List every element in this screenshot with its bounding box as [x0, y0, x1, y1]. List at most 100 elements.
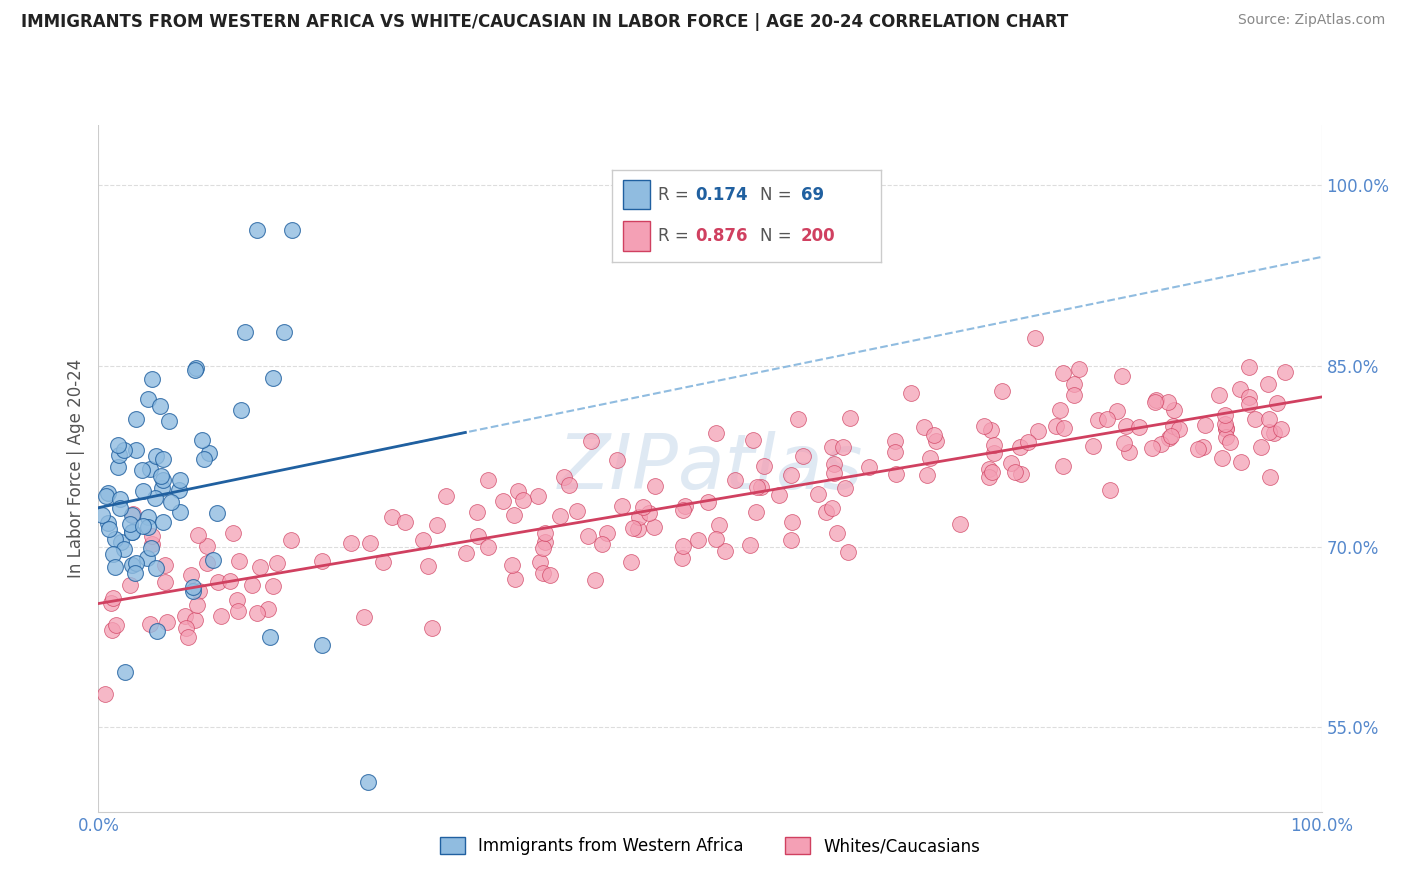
Point — [815, 505, 838, 519]
Point — [834, 481, 856, 495]
Point — [125, 556, 148, 570]
Point — [1243, 412, 1265, 426]
Point — [1211, 450, 1233, 465]
Point — [637, 506, 659, 520]
Point — [704, 426, 727, 441]
Point — [1208, 388, 1230, 402]
Point — [884, 445, 907, 459]
Point — [184, 361, 207, 376]
Point — [467, 529, 489, 543]
Point — [821, 500, 844, 515]
Point — [141, 529, 163, 543]
Point — [503, 572, 526, 586]
Point — [1118, 445, 1140, 459]
Point — [155, 574, 177, 589]
Point — [167, 483, 190, 497]
Point — [492, 493, 515, 508]
Point — [139, 462, 162, 476]
Point — [1087, 413, 1109, 427]
Point — [823, 457, 845, 471]
Point — [233, 325, 256, 339]
Point — [114, 665, 136, 679]
Point — [139, 541, 162, 555]
Point — [823, 466, 845, 480]
Point — [920, 450, 942, 465]
Point — [832, 440, 855, 454]
Point — [124, 566, 146, 580]
Point — [1191, 440, 1213, 454]
Point — [1258, 425, 1281, 439]
Point — [1000, 456, 1022, 470]
Text: 200: 200 — [800, 227, 835, 245]
Point — [1263, 426, 1285, 441]
Point — [1215, 421, 1237, 435]
Point — [991, 384, 1014, 398]
Point — [104, 560, 127, 574]
Point — [1161, 419, 1184, 434]
Point — [1024, 331, 1046, 345]
Point — [121, 524, 143, 539]
Point — [1128, 419, 1150, 434]
Point — [1215, 430, 1237, 444]
Point — [434, 490, 457, 504]
Point — [821, 440, 844, 454]
Point — [752, 459, 775, 474]
Point — [262, 370, 284, 384]
Point — [193, 452, 215, 467]
Point — [503, 508, 526, 522]
Point — [779, 533, 801, 548]
Point — [1063, 377, 1085, 392]
Point — [1187, 442, 1209, 456]
Point — [93, 687, 115, 701]
Point — [273, 325, 295, 339]
Text: N =: N = — [761, 186, 792, 203]
Bar — [623, 179, 650, 210]
Point — [1250, 440, 1272, 454]
Point — [512, 493, 534, 508]
Point — [121, 508, 143, 522]
Point — [416, 559, 439, 574]
Point — [141, 537, 163, 551]
Point — [780, 468, 803, 483]
Point — [121, 525, 143, 540]
Point — [280, 223, 302, 237]
Point — [188, 584, 211, 599]
Point — [373, 555, 395, 569]
Point — [1219, 435, 1241, 450]
Point — [118, 516, 141, 531]
Point — [1274, 365, 1296, 379]
Point — [96, 489, 118, 503]
Point — [747, 480, 769, 494]
Point — [673, 499, 696, 513]
Point — [583, 574, 606, 588]
Point — [108, 501, 131, 516]
Point — [825, 526, 848, 541]
Point — [948, 516, 970, 531]
Point — [353, 610, 375, 624]
Text: N =: N = — [761, 227, 792, 245]
Point — [671, 551, 693, 566]
Point — [672, 539, 695, 553]
Point — [149, 399, 172, 413]
Point — [246, 606, 269, 620]
Point — [136, 392, 159, 407]
Point — [340, 535, 363, 549]
Point — [465, 505, 488, 519]
Point — [169, 473, 191, 487]
Point — [135, 551, 157, 566]
Point — [1017, 434, 1039, 449]
Point — [1026, 425, 1049, 439]
Point — [628, 509, 651, 524]
Point — [181, 584, 204, 599]
Point — [1053, 420, 1076, 434]
Point — [980, 423, 1002, 437]
Point — [740, 538, 762, 552]
Point — [112, 541, 135, 556]
Point — [1163, 402, 1185, 417]
Point — [506, 483, 529, 498]
Point — [1237, 397, 1260, 411]
Point — [576, 529, 599, 543]
Point — [394, 515, 416, 529]
Point — [915, 468, 938, 483]
Point — [1229, 382, 1251, 396]
